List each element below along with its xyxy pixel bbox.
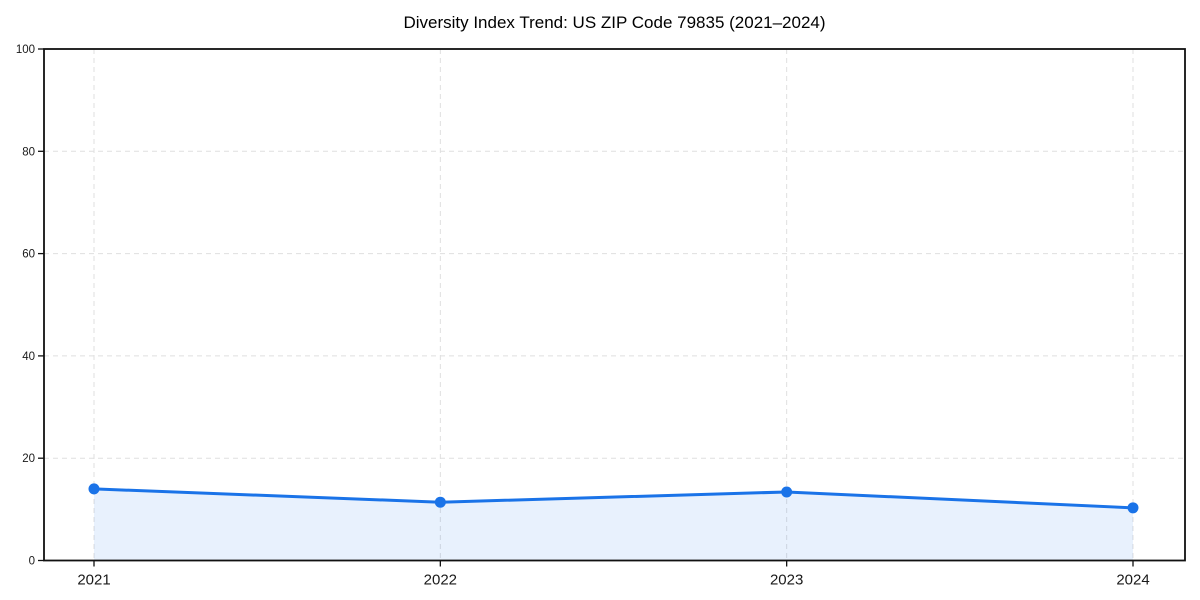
data-point-2021: [88, 483, 100, 495]
y-tick-label-60: 60: [22, 249, 35, 261]
trend-line: [92, 487, 1135, 510]
x-tick-label-2022: 2022: [424, 572, 457, 589]
chart-title: Diversity Index Trend: US ZIP Code 79835…: [403, 13, 826, 32]
y-tick-label-80: 80: [22, 146, 35, 158]
y-tick-label-100: 100: [16, 44, 35, 56]
x-tick-label-2023: 2023: [770, 572, 803, 589]
x-tick-label-2021: 2021: [77, 572, 110, 589]
area-fill: [94, 488, 1133, 561]
y-tick-label-20: 20: [22, 453, 35, 465]
plot-border: [43, 48, 1186, 562]
data-point-2024: [1127, 502, 1139, 514]
y-tick-label-40: 40: [22, 351, 35, 363]
y-tick-label-0: 0: [29, 556, 35, 568]
data-point-2022: [434, 496, 446, 508]
x-tick-label-2024: 2024: [1116, 572, 1149, 589]
data-point-2023: [781, 486, 793, 498]
